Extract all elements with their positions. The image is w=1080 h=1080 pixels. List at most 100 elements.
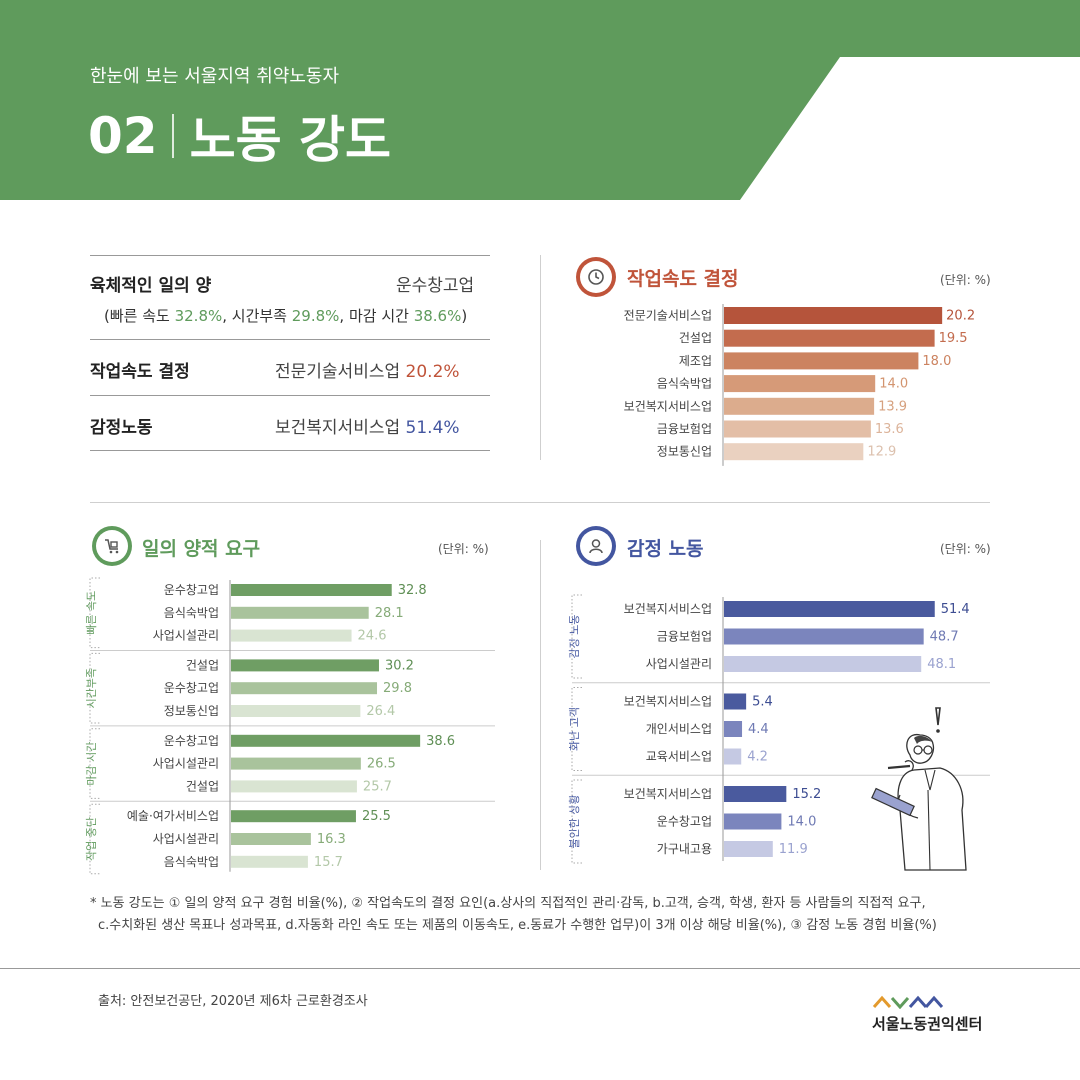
bar — [231, 855, 308, 868]
bar — [724, 329, 935, 347]
note-value-time: 29.8% — [291, 307, 340, 325]
group-bracket — [89, 577, 100, 649]
data-label: 5.4 — [752, 695, 773, 710]
summary-value: 운수창고업 — [396, 276, 475, 296]
summary-label: 육체적인 일의 양 — [90, 276, 212, 296]
emotion-unit: (단위: %) — [940, 542, 991, 556]
value-highlight: 51.4% — [405, 418, 460, 438]
section-number: 02 — [88, 107, 158, 165]
summary-table: 육체적인 일의 양 운수창고업 (빠른 속도 32.8%, 시간부족 29.8%… — [90, 255, 490, 451]
category-label: 사업시설관리 — [153, 832, 219, 846]
bar — [724, 656, 922, 672]
data-label: 51.4 — [941, 602, 970, 617]
group-bracket — [571, 687, 582, 771]
category-label: 개인서비스업 — [646, 722, 712, 736]
category-label: 사업시설관리 — [153, 629, 219, 643]
page-subtitle: 한눈에 보는 서울지역 취약노동자 — [90, 66, 340, 87]
vertical-divider-top — [540, 255, 541, 460]
bar — [724, 628, 924, 645]
data-label: 14.0 — [787, 815, 816, 830]
data-label: 15.7 — [314, 855, 343, 870]
summary-value: 전문기술서비스업 20.2% — [275, 357, 460, 382]
data-label: 24.6 — [358, 629, 387, 644]
category-label: 운수창고업 — [164, 583, 219, 597]
footnote-line: c.수치화된 생산 목표나 성과목표, d.자동화 라인 속도 또는 제품의 이… — [98, 918, 937, 933]
data-label: 20.2 — [946, 309, 975, 324]
data-label: 14.0 — [879, 377, 908, 392]
group-label: 불안한 상황 — [568, 794, 581, 848]
summary-row-emotion: 감정노동 보건복지서비스업 51.4% — [90, 395, 490, 451]
category-label: 보건복지서비스업 — [624, 787, 712, 801]
data-label: 13.9 — [878, 399, 907, 414]
category-label: 가구내고용 — [657, 842, 712, 856]
bar — [231, 780, 357, 793]
data-label: 29.8 — [383, 681, 412, 696]
bar — [231, 734, 421, 747]
data-label: 30.2 — [385, 658, 414, 673]
header-banner — [0, 0, 1080, 200]
category-label: 사업시설관리 — [153, 757, 219, 771]
speed-unit: (단위: %) — [940, 273, 991, 287]
data-label: 4.2 — [747, 750, 768, 765]
category-label: 운수창고업 — [164, 734, 219, 748]
bar — [231, 682, 378, 695]
group-label: 감정 노동 — [568, 615, 581, 659]
person-icon — [576, 526, 616, 566]
value-text: 보건복지서비스업 — [275, 418, 406, 438]
logo-mark-icon — [872, 995, 944, 1009]
title-text: 노동 강도 — [189, 111, 392, 169]
data-label: 16.3 — [317, 832, 346, 847]
speed-chart: 전문기술서비스업 20.2 건설업 19.5 제조업 18.0 음식숙박업 14.0 보건복지서… — [624, 304, 975, 466]
bar — [231, 833, 311, 845]
bar — [724, 841, 773, 857]
summary-row-speed: 작업속도 결정 전문기술서비스업 20.2% — [90, 339, 490, 395]
workload-unit: (단위: %) — [438, 542, 489, 556]
category-label: 보건복지서비스업 — [624, 399, 712, 413]
data-label: 48.7 — [930, 630, 959, 645]
category-label: 음식숙박업 — [164, 606, 219, 620]
category-label: 건설업 — [186, 658, 219, 672]
category-label: 전문기술서비스업 — [624, 309, 712, 323]
footnote: * 노동 강도는 ① 일의 양적 요구 경험 비율(%), ② 작업속도의 결정… — [90, 893, 1010, 937]
group-label: 빠른 속도 — [85, 591, 98, 635]
data-label: 12.9 — [867, 445, 896, 460]
category-label: 정보통신업 — [657, 445, 712, 459]
category-label: 금융보험업 — [657, 422, 712, 436]
note-value-fast: 32.8% — [174, 307, 223, 325]
group-bracket — [89, 728, 100, 799]
bar — [724, 748, 742, 765]
data-label: 26.4 — [366, 704, 395, 719]
category-label: 운수창고업 — [657, 815, 712, 829]
source-text: 출처: 안전보건공단, 2020년 제6차 근로환경조사 — [98, 994, 368, 1009]
note-text: (빠른 속도 — [104, 307, 175, 325]
data-label: 48.1 — [927, 657, 956, 672]
horizontal-divider — [90, 502, 990, 503]
note-text: , 마감 시간 — [339, 307, 414, 325]
data-label: 11.9 — [779, 842, 808, 857]
data-label: 38.6 — [426, 734, 455, 749]
category-label: 사업시설관리 — [646, 657, 712, 671]
category-label: 교육서비스업 — [646, 750, 712, 764]
bar — [724, 693, 747, 710]
group-bracket — [571, 779, 582, 864]
logo-text: 서울노동권익센터 — [872, 1015, 983, 1033]
cart-icon — [92, 526, 132, 566]
value-highlight: 20.2% — [405, 362, 460, 382]
group-label: 시간부족 — [85, 668, 98, 708]
group-label: 화난 고객 — [568, 707, 581, 751]
bar — [724, 307, 943, 324]
note-value-deadline: 38.6% — [413, 307, 462, 325]
category-label: 제조업 — [679, 354, 712, 368]
footnote-line: * 노동 강도는 ① 일의 양적 요구 경험 비율(%), ② 작업속도의 결정… — [90, 896, 926, 911]
data-label: 18.0 — [922, 354, 951, 369]
data-label: 13.6 — [875, 422, 904, 437]
bar — [724, 397, 875, 415]
bar — [724, 352, 919, 370]
category-label: 운수창고업 — [164, 681, 219, 695]
note-text: ) — [461, 307, 468, 325]
bar — [724, 443, 864, 461]
page-title: 02 노동 강도 — [88, 100, 391, 172]
summary-value: 보건복지서비스업 51.4% — [275, 413, 460, 438]
data-label: 26.5 — [367, 757, 396, 772]
